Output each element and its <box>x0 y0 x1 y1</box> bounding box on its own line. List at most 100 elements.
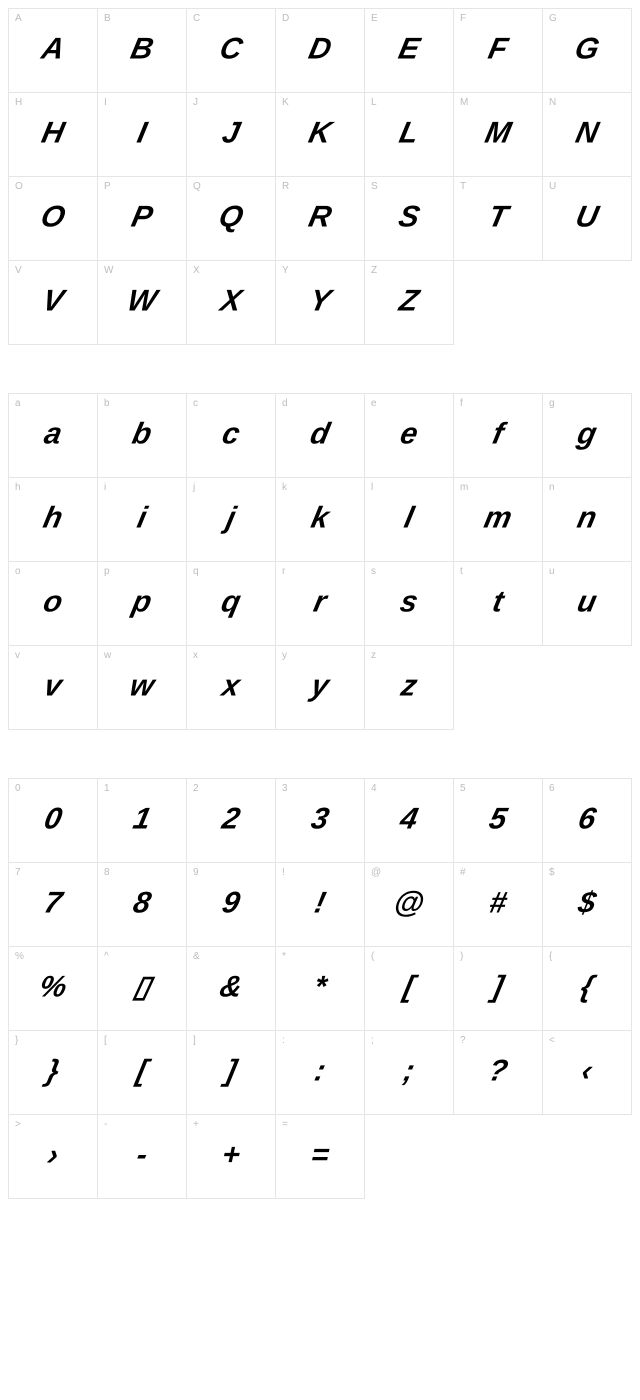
glyph-cell-label: { <box>549 951 552 962</box>
glyph-cell: && <box>187 947 276 1031</box>
glyph-cell-label: m <box>460 482 468 493</box>
glyph-cell: }} <box>9 1031 98 1115</box>
glyph-cell-glyph: ] <box>490 972 506 1002</box>
glyph-cell: ]] <box>187 1031 276 1115</box>
glyph-cell-glyph: C <box>217 34 245 64</box>
glyph-cell-label: B <box>104 13 111 24</box>
section-uppercase: AABBCCDDEEFFGGHHIIJJKKLLMMNNOOPPQQRRSSTT… <box>8 8 632 345</box>
glyph-cell-empty <box>543 646 632 730</box>
glyph-cell-label: H <box>15 97 22 108</box>
glyph-cell-label: e <box>371 398 377 409</box>
glyph-cell: DD <box>276 9 365 93</box>
glyph-cell-glyph: o <box>41 587 66 617</box>
glyph-cell: BB <box>98 9 187 93</box>
glyph-cell-label: P <box>104 181 111 192</box>
glyph-cell: YY <box>276 261 365 345</box>
glyph-cell-label: t <box>460 566 463 577</box>
glyph-cell-label: g <box>549 398 555 409</box>
glyph-cell: CC <box>187 9 276 93</box>
glyph-cell-label: x <box>193 650 198 661</box>
glyph-cell-glyph: Y <box>307 286 333 316</box>
glyph-cell: ;; <box>365 1031 454 1115</box>
glyph-cell-label: * <box>282 951 286 962</box>
glyph-cell-label: u <box>549 566 555 577</box>
glyph-cell-glyph: H <box>39 118 67 148</box>
glyph-cell-label: k <box>282 482 287 493</box>
glyph-cell-glyph: ! <box>312 888 328 918</box>
glyph-cell: 00 <box>9 779 98 863</box>
glyph-cell: == <box>276 1115 365 1199</box>
glyph-cell-glyph: G <box>572 34 602 64</box>
glyph-cell-glyph: ? <box>486 1056 511 1086</box>
glyph-cell: VV <box>9 261 98 345</box>
glyph-cell-glyph: F <box>486 34 511 64</box>
glyph-cell: oo <box>9 562 98 646</box>
glyph-cell-glyph: T <box>486 202 511 232</box>
glyph-cell-glyph: s <box>397 587 420 617</box>
glyph-cell-glyph: 4 <box>397 804 420 834</box>
glyph-cell-label: ; <box>371 1035 374 1046</box>
glyph-cell: WW <box>98 261 187 345</box>
glyph-cell-label: < <box>549 1035 555 1046</box>
glyph-cell: GG <box>543 9 632 93</box>
glyph-cell: yy <box>276 646 365 730</box>
glyph-cell-label: 7 <box>15 867 21 878</box>
glyph-cell: dd <box>276 394 365 478</box>
glyph-cell-glyph: B <box>128 34 156 64</box>
glyph-cell: @@ <box>365 863 454 947</box>
glyph-cell-label: O <box>15 181 23 192</box>
glyph-cell-glyph: & <box>217 972 245 1002</box>
glyph-cell-glyph: $ <box>575 888 598 918</box>
glyph-cell-label: & <box>193 951 200 962</box>
glyph-cell: 44 <box>365 779 454 863</box>
glyph-cell: XX <box>187 261 276 345</box>
glyph-cell-glyph: 9 <box>219 888 242 918</box>
glyph-cell: JJ <box>187 93 276 177</box>
glyph-cell-label: Y <box>282 265 289 276</box>
glyph-cell-glyph: X <box>218 286 244 316</box>
glyph-cell-label: a <box>15 398 21 409</box>
glyph-cell-label: V <box>15 265 22 276</box>
glyph-cell-glyph: I <box>135 118 150 148</box>
glyph-cell-glyph: S <box>396 202 422 232</box>
section-lowercase: aabbccddeeffgghhiijjkkllmmnnooppqqrrsstt… <box>8 393 632 730</box>
glyph-cell-label: % <box>15 951 24 962</box>
glyph-cell-label: p <box>104 566 110 577</box>
glyph-cell-label: [ <box>104 1035 107 1046</box>
glyph-cell-glyph: * <box>311 972 329 1002</box>
glyph-cell-label: 4 <box>371 783 377 794</box>
glyph-cell: ++ <box>187 1115 276 1199</box>
glyph-cell: MM <box>454 93 543 177</box>
glyph-cell-empty <box>454 1115 543 1199</box>
glyph-cell-glyph: ▯ <box>131 972 154 1002</box>
glyph-cell-label: D <box>282 13 289 24</box>
glyph-cell-glyph: t <box>490 587 506 617</box>
glyph-cell: rr <box>276 562 365 646</box>
glyph-cell-glyph: › <box>45 1140 61 1170</box>
glyph-cell-glyph: e <box>397 419 420 449</box>
section-symbols: 00112233445566778899!!@@##$$%%^▯&&**([)]… <box>8 778 632 1199</box>
glyph-cell: KK <box>276 93 365 177</box>
glyph-cell: FF <box>454 9 543 93</box>
glyph-cell-label: J <box>193 97 198 108</box>
glyph-cell-glyph: c <box>219 419 242 449</box>
glyph-cell-glyph: 3 <box>308 804 331 834</box>
glyph-cell: :: <box>276 1031 365 1115</box>
glyph-cell-label: Q <box>193 181 201 192</box>
glyph-cell-label: y <box>282 650 287 661</box>
glyph-cell-glyph: b <box>130 419 155 449</box>
glyph-cell: xx <box>187 646 276 730</box>
character-map: AABBCCDDEEFFGGHHIIJJKKLLMMNNOOPPQQRRSSTT… <box>8 8 632 1199</box>
glyph-cell: ff <box>454 394 543 478</box>
glyph-cell: ww <box>98 646 187 730</box>
glyph-cell-glyph: 8 <box>130 888 153 918</box>
glyph-cell: bb <box>98 394 187 478</box>
glyph-cell-glyph: % <box>36 972 69 1002</box>
glyph-cell-label: h <box>15 482 21 493</box>
glyph-cell: )] <box>454 947 543 1031</box>
glyph-cell-label: c <box>193 398 198 409</box>
glyph-cell-label: K <box>282 97 289 108</box>
glyph-cell: nn <box>543 478 632 562</box>
glyph-cell: %% <box>9 947 98 1031</box>
glyph-cell-glyph: L <box>397 118 422 148</box>
